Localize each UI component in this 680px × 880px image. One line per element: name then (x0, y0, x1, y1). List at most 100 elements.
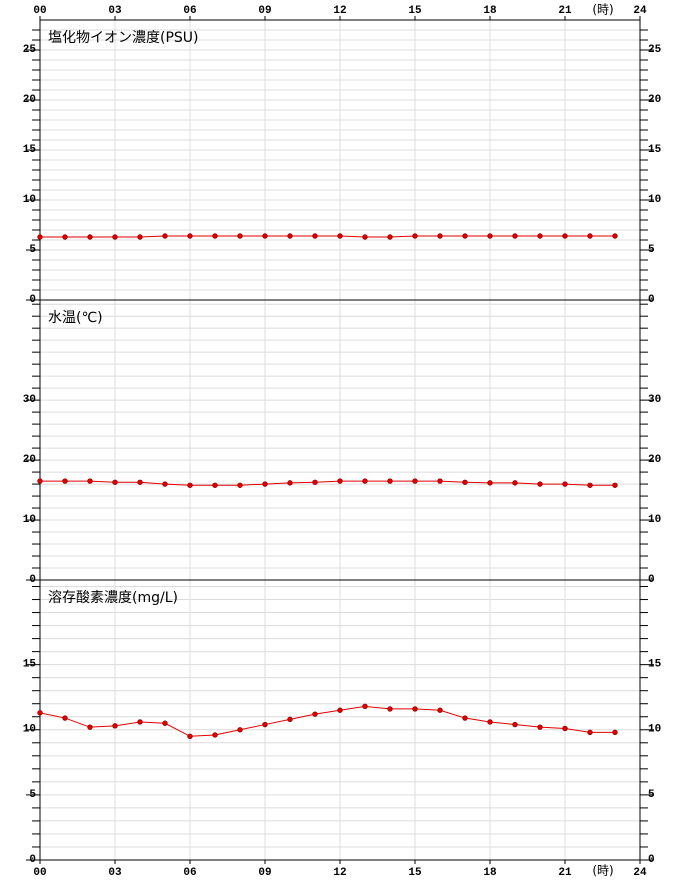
x-tick-label: 12 (333, 867, 346, 879)
data-point (512, 721, 518, 728)
data-point (287, 233, 293, 239)
data-line (39, 705, 615, 737)
data-point (412, 706, 418, 712)
data-point (387, 478, 393, 484)
data-point (237, 727, 243, 733)
data-point (37, 234, 43, 240)
y-tick-label: 15 (23, 659, 37, 671)
data-point (262, 481, 268, 487)
data-point (37, 710, 43, 716)
data-point (537, 233, 543, 239)
data-point (62, 234, 68, 240)
y-tick-label: 10 (23, 194, 36, 206)
data-point (337, 707, 343, 713)
data-point (437, 707, 443, 713)
x-tick-label: 15 (408, 867, 422, 879)
data-point (612, 729, 618, 736)
data-point (262, 233, 268, 239)
x-tick-label: 21 (558, 5, 572, 17)
data-point (587, 482, 593, 488)
x-tick-label: 18 (483, 5, 497, 17)
data-point (512, 480, 518, 486)
x-tick-label: 24 (633, 5, 647, 17)
x-tick-label: 21 (558, 867, 572, 879)
data-point (137, 234, 143, 240)
data-point (237, 482, 243, 488)
data-point (162, 481, 168, 487)
data-point (212, 732, 218, 738)
data-point (437, 478, 443, 484)
y-tick-label: 10 (648, 194, 661, 206)
data-point (412, 233, 418, 239)
data-point (62, 478, 68, 484)
y-tick-label: 5 (29, 244, 36, 256)
panel-title: 塩化物イオン濃度(PSU) (48, 30, 199, 46)
data-point (487, 233, 493, 239)
data-point (137, 719, 143, 725)
y-tick-label: 0 (29, 294, 36, 306)
x-tick-label: 09 (258, 5, 271, 17)
y-tick-label: 25 (648, 44, 662, 56)
data-point (537, 481, 543, 487)
x-tick-label: 06 (183, 5, 196, 17)
data-point (87, 724, 93, 730)
data-point (437, 233, 443, 239)
data-point (87, 234, 93, 240)
data-line (40, 235, 615, 238)
plot-frame (39, 579, 641, 861)
x-tick-label: 06 (183, 867, 196, 879)
x-tick-label: 15 (408, 5, 422, 17)
data-point (462, 233, 468, 239)
data-point (312, 711, 318, 717)
data-point (587, 729, 593, 736)
panel-title: 水温(℃) (48, 310, 103, 326)
data-point (462, 715, 468, 721)
data-point (587, 233, 593, 239)
x-tick-label: 00 (33, 867, 46, 879)
y-tick-label: 20 (23, 94, 36, 106)
data-point (362, 234, 368, 240)
data-point (187, 733, 193, 739)
data-point (37, 478, 43, 484)
data-point (312, 233, 318, 239)
y-tick-label: 30 (23, 394, 36, 406)
data-point (187, 482, 193, 488)
data-point (262, 721, 268, 728)
x-tick-label: 00 (33, 5, 46, 17)
data-point (412, 478, 418, 484)
y-tick-label: 30 (648, 394, 661, 406)
data-point (137, 479, 143, 485)
x-tick-label: 12 (333, 5, 346, 17)
panel-title: 溶存酸素濃度(mg/L) (48, 590, 178, 606)
y-tick-label: 5 (648, 244, 655, 256)
data-point (112, 234, 118, 240)
data-point (187, 233, 193, 239)
x-tick-label: 09 (258, 867, 271, 879)
data-point (337, 233, 343, 239)
data-point (612, 233, 618, 239)
data-point (287, 480, 293, 486)
data-point (562, 725, 568, 732)
data-point (87, 478, 93, 484)
y-tick-label: 10 (23, 514, 36, 526)
y-tick-label: 5 (648, 789, 655, 801)
x-tick-label: 03 (108, 5, 122, 17)
y-tick-label: 20 (648, 454, 661, 466)
x-tick-label: 03 (108, 867, 122, 879)
data-point (112, 723, 118, 729)
data-point (512, 233, 518, 239)
data-point (537, 724, 543, 730)
data-point (462, 479, 468, 485)
y-tick-label: 5 (29, 789, 36, 801)
data-point (312, 479, 318, 485)
y-tick-label: 15 (648, 659, 662, 671)
data-point (112, 479, 118, 485)
data-point (387, 234, 393, 240)
y-tick-label: 15 (23, 144, 37, 156)
data-point (362, 703, 368, 710)
y-tick-label: 20 (23, 454, 36, 466)
y-tick-label: 0 (648, 854, 655, 866)
x-tick-label: 24 (633, 867, 647, 879)
x-unit-label: (時) (592, 3, 613, 17)
